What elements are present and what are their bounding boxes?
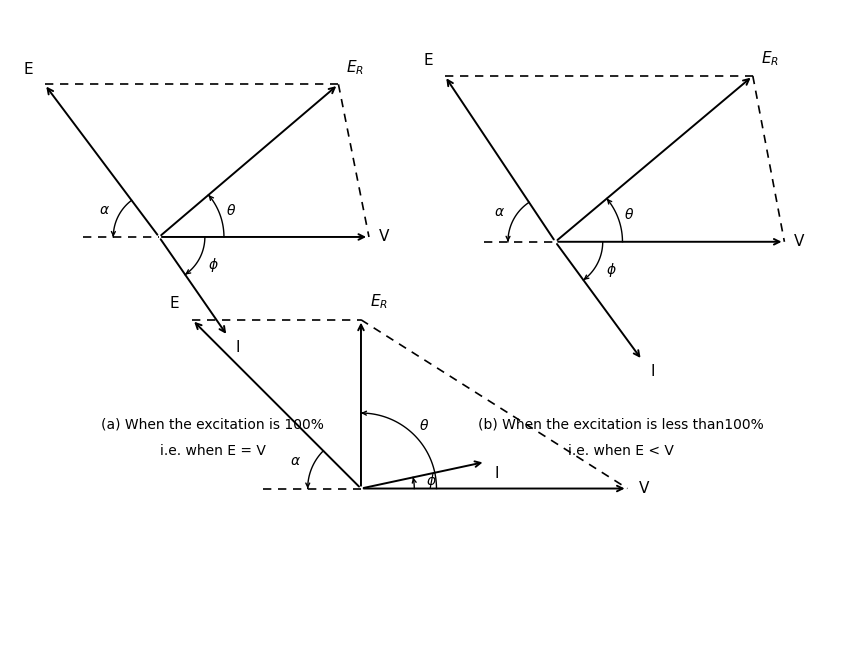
Text: $\theta$: $\theta$ <box>625 208 635 222</box>
Text: V: V <box>638 481 649 496</box>
Text: I: I <box>650 364 654 379</box>
Text: (b) When the excitation is less than100%: (b) When the excitation is less than100% <box>478 418 763 432</box>
Text: $\alpha$: $\alpha$ <box>494 205 505 219</box>
Text: $E_R$: $E_R$ <box>346 58 364 77</box>
Text: E: E <box>169 296 178 311</box>
Text: V: V <box>378 229 389 245</box>
Text: I: I <box>235 340 240 355</box>
Text: $\phi$: $\phi$ <box>427 472 437 490</box>
Text: $\theta$: $\theta$ <box>419 418 429 433</box>
Text: i.e. when E < V: i.e. when E < V <box>568 444 673 458</box>
Text: $E_R$: $E_R$ <box>761 49 779 68</box>
Text: i.e. when E = V: i.e. when E = V <box>160 444 265 458</box>
Text: $\phi$: $\phi$ <box>606 261 617 279</box>
Text: $\alpha$: $\alpha$ <box>99 203 110 217</box>
Text: E: E <box>24 62 33 77</box>
Text: $\alpha$: $\alpha$ <box>290 454 301 468</box>
Text: $E_R$: $E_R$ <box>370 292 388 311</box>
Text: E: E <box>423 53 433 68</box>
Text: I: I <box>494 466 499 481</box>
Text: $\phi$: $\phi$ <box>207 257 218 274</box>
Text: $\theta$: $\theta$ <box>225 203 235 218</box>
Text: V: V <box>794 234 805 249</box>
Text: (a) When the excitation is 100%: (a) When the excitation is 100% <box>101 418 324 432</box>
